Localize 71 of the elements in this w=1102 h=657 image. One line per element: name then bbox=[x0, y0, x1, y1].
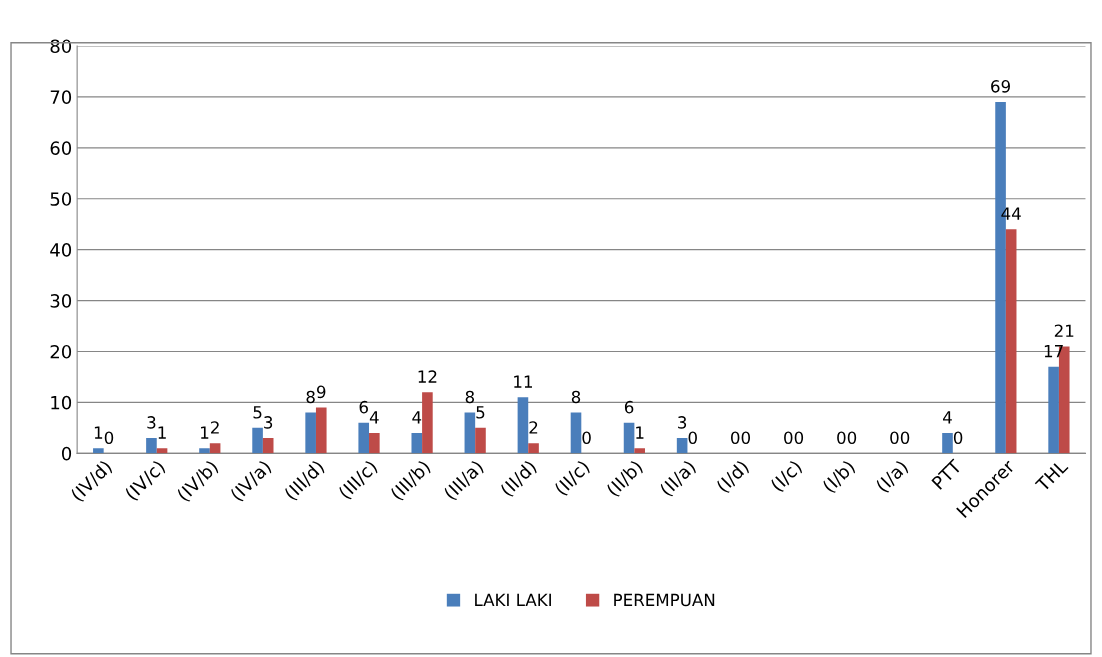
data-label: 1 bbox=[94, 426, 103, 439]
bar bbox=[464, 412, 476, 454]
bar bbox=[262, 438, 274, 454]
data-label: 4 bbox=[369, 411, 379, 424]
data-label: 0 bbox=[847, 431, 857, 444]
data-label: 0 bbox=[794, 431, 804, 444]
bar bbox=[676, 438, 688, 454]
data-label: 5 bbox=[253, 406, 262, 419]
data-label: 2 bbox=[529, 421, 538, 434]
data-label: 0 bbox=[104, 431, 114, 444]
data-label: 0 bbox=[784, 431, 793, 444]
bar bbox=[369, 432, 380, 454]
data-label: 69 bbox=[991, 80, 1010, 93]
data-label: 5 bbox=[476, 406, 485, 419]
bar bbox=[199, 448, 210, 454]
data-label: 4 bbox=[943, 411, 952, 424]
bar bbox=[475, 427, 486, 454]
x-tick-label: THL bbox=[1034, 458, 1069, 493]
data-label: 3 bbox=[678, 416, 687, 429]
data-label: 0 bbox=[741, 431, 751, 444]
bar bbox=[209, 443, 221, 454]
y-tick-label: 70 bbox=[50, 90, 72, 105]
data-label: 3 bbox=[264, 416, 273, 429]
bar bbox=[146, 438, 157, 454]
data-label: 1 bbox=[158, 426, 166, 439]
bar bbox=[156, 448, 168, 454]
bar bbox=[1048, 366, 1059, 454]
data-label: 12 bbox=[418, 370, 437, 383]
y-tick-label: 50 bbox=[50, 192, 72, 206]
data-label: 1 bbox=[636, 426, 644, 439]
data-label: 11 bbox=[514, 375, 532, 388]
data-label: 8 bbox=[571, 390, 581, 404]
data-label: 0 bbox=[582, 431, 591, 444]
data-label: 4 bbox=[412, 411, 422, 424]
y-tick-label: 40 bbox=[50, 243, 72, 257]
data-label: 9 bbox=[317, 385, 326, 399]
y-tick-label: 30 bbox=[50, 294, 72, 308]
data-label: 0 bbox=[953, 431, 963, 444]
data-label: 0 bbox=[900, 431, 910, 444]
bar bbox=[305, 412, 316, 454]
y-tick-label: 60 bbox=[50, 141, 72, 155]
data-label: 8 bbox=[465, 390, 475, 404]
bar bbox=[411, 432, 423, 454]
legend-label: PEREMPUAN bbox=[614, 593, 715, 607]
bar bbox=[422, 392, 433, 454]
bar bbox=[570, 412, 582, 454]
data-label: 0 bbox=[688, 431, 697, 444]
bar bbox=[528, 443, 539, 454]
bar bbox=[315, 407, 327, 454]
y-tick-label: 20 bbox=[50, 344, 72, 359]
data-label: 2 bbox=[211, 421, 219, 434]
y-tick-label: 10 bbox=[51, 395, 72, 410]
data-label: 21 bbox=[1054, 324, 1074, 337]
bar bbox=[1005, 229, 1017, 454]
data-label: 0 bbox=[837, 431, 846, 444]
data-label: 0 bbox=[890, 431, 899, 444]
bar bbox=[517, 397, 529, 454]
data-label: 6 bbox=[359, 400, 368, 414]
data-label: 0 bbox=[731, 431, 740, 444]
legend-label: LAKI LAKI bbox=[475, 593, 551, 606]
bar bbox=[634, 448, 645, 454]
bar bbox=[93, 448, 104, 454]
data-label: 1 bbox=[201, 426, 209, 439]
data-label: 3 bbox=[147, 416, 156, 429]
y-tick-label: 0 bbox=[61, 446, 72, 461]
data-label: 6 bbox=[624, 400, 634, 414]
bar bbox=[623, 422, 635, 454]
data-label: 8 bbox=[306, 390, 315, 404]
bar bbox=[358, 422, 370, 454]
bar bbox=[942, 432, 953, 454]
bar bbox=[252, 427, 263, 454]
